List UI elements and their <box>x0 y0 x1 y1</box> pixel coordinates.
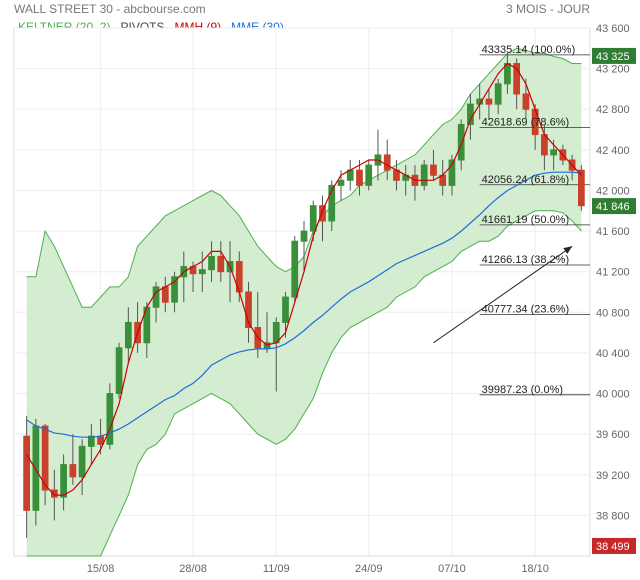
candle-body <box>300 230 308 242</box>
candle-body <box>97 435 104 445</box>
candle-body <box>420 164 428 186</box>
candle-body <box>171 276 178 303</box>
price-badge-label: 38 499 <box>596 541 630 553</box>
price-badge-last <box>592 198 636 215</box>
x-tick-label: 15/08 <box>87 563 115 575</box>
candle-body <box>522 93 530 110</box>
candle-body <box>124 321 132 349</box>
price-badge-low <box>592 537 636 554</box>
candle-body <box>198 269 206 275</box>
x-tick-label: 28/08 <box>179 563 207 575</box>
candle-body <box>430 164 437 176</box>
candle-body <box>106 393 114 445</box>
pivot-label: 39987.23 (0.0%) <box>482 384 563 396</box>
y-tick-label: 43 200 <box>596 64 630 76</box>
candle-body <box>23 435 30 511</box>
y-tick-label: 40 800 <box>596 307 630 319</box>
candle-body <box>161 286 169 303</box>
mme30-line <box>26 171 582 438</box>
candle-body <box>50 489 58 498</box>
annotation-arrow-head <box>563 246 573 254</box>
candle-body <box>69 464 77 478</box>
x-tick-label: 18/10 <box>521 563 549 575</box>
pivot-label: 41661.19 (50.0%) <box>482 214 569 226</box>
y-tick-label: 42 400 <box>596 145 630 157</box>
candle-body <box>208 255 215 271</box>
candle-body <box>365 164 373 186</box>
candle-body <box>578 169 585 207</box>
candle-body <box>282 296 289 323</box>
mmh9-line <box>26 62 582 496</box>
y-tick-label: 39 200 <box>596 470 630 482</box>
x-tick-label: 11/09 <box>263 563 290 575</box>
candle-body <box>309 205 317 232</box>
chart-title: WALL STREET 30 - abcbourse.com <box>14 2 206 16</box>
y-tick-label: 39 600 <box>596 429 630 441</box>
candle-body <box>356 169 363 186</box>
y-tick-label: 41 200 <box>596 267 630 279</box>
candle-body <box>217 255 225 273</box>
pivot-label: 42618.69 (78.6%) <box>482 117 569 129</box>
candle-body <box>467 103 474 125</box>
candle-body <box>457 123 465 161</box>
candle-body <box>152 286 160 308</box>
candle-body <box>32 425 40 511</box>
candle-body <box>448 159 456 186</box>
candle-body <box>383 154 391 171</box>
annotation-arrow-line <box>433 245 573 344</box>
candle-body <box>328 184 336 222</box>
period-selector[interactable]: 3 MOIS - JOUR <box>505 2 590 16</box>
y-tick-label: 40 400 <box>596 348 630 360</box>
pivot-label: 40777.34 (23.6%) <box>482 304 569 316</box>
candle-body <box>60 464 67 498</box>
candle-body <box>78 445 86 478</box>
price-badge-label: 43 325 <box>596 51 630 63</box>
candle-body <box>41 425 49 491</box>
price-badge-high <box>592 47 636 64</box>
pivot-label: 42056.24 (61.8%) <box>482 174 569 186</box>
x-tick-label: 07/10 <box>438 563 466 575</box>
candle-body <box>337 179 345 186</box>
candle-body <box>550 149 558 156</box>
candle-body <box>494 83 502 105</box>
pivot-label: 43335.14 (100.0%) <box>482 44 576 56</box>
candle-body <box>485 98 493 105</box>
candle-body <box>319 205 326 222</box>
y-tick-label: 38 800 <box>596 510 630 522</box>
candle-body <box>245 291 252 329</box>
keltner-lower-line <box>26 210 582 557</box>
y-tick-label: 40 000 <box>596 389 630 401</box>
candle-body <box>513 63 521 95</box>
y-tick-label: 43 600 <box>596 23 630 35</box>
y-tick-label: 41 600 <box>596 226 630 238</box>
candle-body <box>87 435 95 447</box>
candle-body <box>115 347 123 395</box>
candle-body <box>291 240 299 298</box>
pivot-label: 41266.13 (38.2%) <box>482 254 569 266</box>
price-badge-label: 41 846 <box>596 201 630 213</box>
y-tick-label: 42 000 <box>596 185 630 197</box>
y-tick-label: 42 800 <box>596 104 630 116</box>
x-tick-label: 24/09 <box>355 563 383 575</box>
